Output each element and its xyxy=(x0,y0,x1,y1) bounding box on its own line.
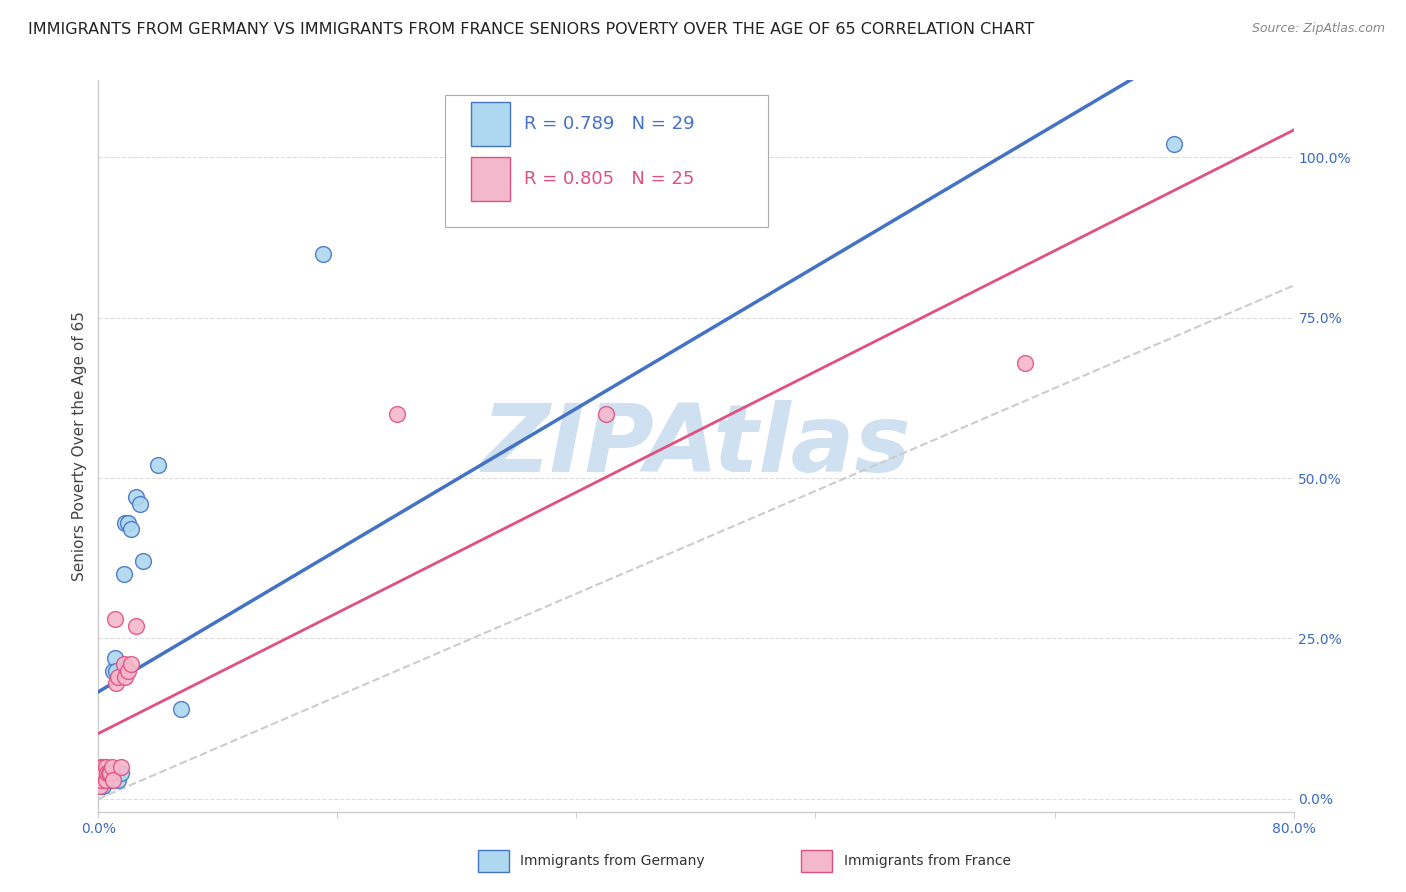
Point xyxy=(90,772,112,787)
Point xyxy=(96,772,118,787)
Point xyxy=(117,516,139,530)
Point xyxy=(112,567,135,582)
Point xyxy=(90,760,112,774)
Point xyxy=(93,772,115,787)
Point xyxy=(94,772,117,787)
Point xyxy=(104,650,127,665)
Point xyxy=(100,766,122,780)
Point xyxy=(104,612,127,626)
Point xyxy=(125,491,148,505)
Text: Source: ZipAtlas.com: Source: ZipAtlas.com xyxy=(1251,22,1385,36)
Bar xyxy=(471,157,509,201)
Point xyxy=(129,497,152,511)
Point xyxy=(94,760,117,774)
Text: IMMIGRANTS FROM GERMANY VS IMMIGRANTS FROM FRANCE SENIORS POVERTY OVER THE AGE O: IMMIGRANTS FROM GERMANY VS IMMIGRANTS FR… xyxy=(28,22,1035,37)
Point xyxy=(91,766,114,780)
Point xyxy=(148,458,170,473)
Point xyxy=(385,407,409,421)
Point xyxy=(110,766,132,780)
Point xyxy=(311,246,333,260)
Point xyxy=(1014,355,1036,369)
FancyBboxPatch shape xyxy=(444,95,768,227)
Point xyxy=(114,516,136,530)
Point xyxy=(132,554,155,568)
Point xyxy=(94,772,117,787)
Point xyxy=(120,523,142,537)
Point xyxy=(169,702,191,716)
Point xyxy=(97,766,120,780)
Point xyxy=(595,407,617,421)
Point xyxy=(107,772,129,787)
Text: R = 0.805   N = 25: R = 0.805 N = 25 xyxy=(524,170,695,188)
Point xyxy=(96,766,118,780)
Point xyxy=(103,664,125,678)
Point xyxy=(91,766,114,780)
Point xyxy=(89,772,111,787)
Point xyxy=(91,779,114,793)
Point xyxy=(101,766,124,780)
Point xyxy=(101,760,124,774)
Point xyxy=(90,779,112,793)
Point xyxy=(1163,137,1185,152)
Point xyxy=(120,657,142,672)
Point xyxy=(114,670,136,684)
Point xyxy=(112,657,135,672)
Point xyxy=(90,772,112,787)
Point xyxy=(117,664,139,678)
Text: R = 0.789   N = 29: R = 0.789 N = 29 xyxy=(524,115,695,133)
Point xyxy=(94,766,117,780)
Point xyxy=(100,766,122,780)
Point xyxy=(93,772,115,787)
Point xyxy=(125,618,148,632)
Point xyxy=(97,772,120,787)
Point xyxy=(91,760,114,774)
Y-axis label: Seniors Poverty Over the Age of 65: Seniors Poverty Over the Age of 65 xyxy=(72,311,87,581)
Point xyxy=(105,664,128,678)
Text: Immigrants from France: Immigrants from France xyxy=(844,855,1011,868)
Point xyxy=(103,772,125,787)
Bar xyxy=(471,103,509,146)
Point xyxy=(89,779,111,793)
Text: Immigrants from Germany: Immigrants from Germany xyxy=(520,855,704,868)
Point xyxy=(105,676,128,690)
Point xyxy=(110,760,132,774)
Point xyxy=(93,766,115,780)
Point xyxy=(107,670,129,684)
Text: ZIPAtlas: ZIPAtlas xyxy=(481,400,911,492)
